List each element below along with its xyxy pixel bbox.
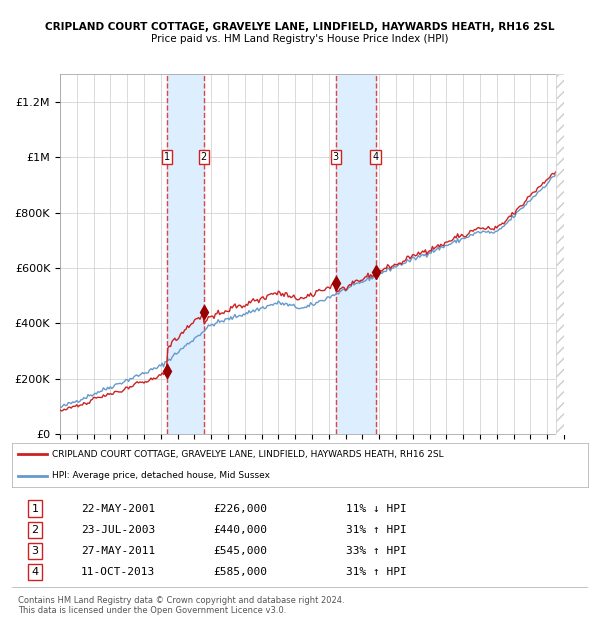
Text: 2: 2: [31, 525, 38, 535]
Text: 23-JUL-2003: 23-JUL-2003: [81, 525, 155, 535]
Text: 27-MAY-2011: 27-MAY-2011: [81, 546, 155, 556]
Text: CRIPLAND COURT COTTAGE, GRAVELYE LANE, LINDFIELD, HAYWARDS HEATH, RH16 2SL: CRIPLAND COURT COTTAGE, GRAVELYE LANE, L…: [52, 450, 444, 459]
Text: 3: 3: [332, 153, 338, 162]
Text: £226,000: £226,000: [214, 504, 268, 514]
Text: £440,000: £440,000: [214, 525, 268, 535]
Text: 3: 3: [32, 546, 38, 556]
Bar: [167, 74, 203, 434]
Bar: [335, 74, 376, 434]
Text: 31% ↑ HPI: 31% ↑ HPI: [346, 525, 407, 535]
Text: CRIPLAND COURT COTTAGE, GRAVELYE LANE, LINDFIELD, HAYWARDS HEATH, RH16 2SL: CRIPLAND COURT COTTAGE, GRAVELYE LANE, L…: [45, 22, 555, 32]
Text: Price paid vs. HM Land Registry's House Price Index (HPI): Price paid vs. HM Land Registry's House …: [151, 34, 449, 44]
Text: This data is licensed under the Open Government Licence v3.0.: This data is licensed under the Open Gov…: [18, 606, 286, 616]
Text: 11% ↓ HPI: 11% ↓ HPI: [346, 504, 407, 514]
Text: 1: 1: [32, 504, 38, 514]
Text: 4: 4: [373, 153, 379, 162]
Text: Contains HM Land Registry data © Crown copyright and database right 2024.: Contains HM Land Registry data © Crown c…: [18, 596, 344, 606]
Text: 11-OCT-2013: 11-OCT-2013: [81, 567, 155, 577]
Text: £585,000: £585,000: [214, 567, 268, 577]
Text: 22-MAY-2001: 22-MAY-2001: [81, 504, 155, 514]
Text: £545,000: £545,000: [214, 546, 268, 556]
Text: HPI: Average price, detached house, Mid Sussex: HPI: Average price, detached house, Mid …: [52, 471, 271, 480]
Text: 4: 4: [31, 567, 38, 577]
Text: 33% ↑ HPI: 33% ↑ HPI: [346, 546, 407, 556]
Text: 1: 1: [164, 153, 170, 162]
Text: 31% ↑ HPI: 31% ↑ HPI: [346, 567, 407, 577]
Text: 2: 2: [200, 153, 207, 162]
